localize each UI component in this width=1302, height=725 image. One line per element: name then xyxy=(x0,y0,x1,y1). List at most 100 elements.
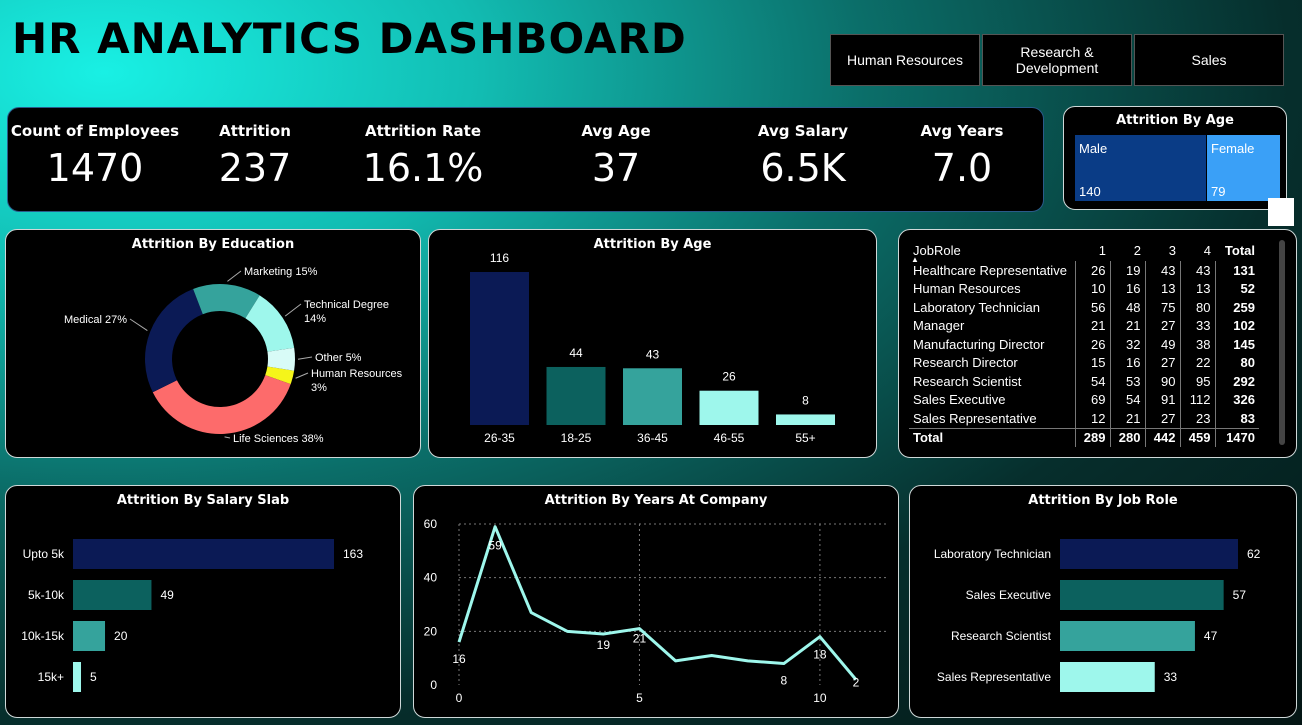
slicer-research-development[interactable]: Research & Development xyxy=(982,34,1132,86)
col-header-total[interactable]: Total xyxy=(1224,242,1255,258)
treemap-label: Male xyxy=(1079,141,1108,156)
total-label: Total xyxy=(909,427,1075,447)
y-tick-label: 0 xyxy=(430,678,437,692)
table-row[interactable]: Sales Representative 12 21 27 23 83 xyxy=(909,409,1259,428)
cell-value: 21 xyxy=(1109,409,1145,428)
line-point-label: 18 xyxy=(813,648,827,662)
table-row[interactable]: Sales Executive 69 54 91 112 326 xyxy=(909,390,1259,409)
age-bar-value: 43 xyxy=(646,347,660,361)
jobrole-panel: Attrition By Job Role Laboratory Technic… xyxy=(909,485,1297,718)
hbar-10k-15k xyxy=(73,621,106,651)
cell-value: 48 xyxy=(1109,298,1145,317)
treemap-tile-female[interactable]: Female 79 xyxy=(1207,135,1280,201)
hbar-research-scientist xyxy=(1060,621,1195,651)
age-bar-category: 46-55 xyxy=(714,431,745,445)
cell-value: 80 xyxy=(1214,353,1259,372)
kpi-count-employees: Count of Employees 1470 xyxy=(10,108,180,190)
total-value: 280 xyxy=(1109,427,1145,447)
years-panel: Attrition By Years At Company 0 20 40 60 0 5 1… xyxy=(413,485,899,718)
line-point-label: 21 xyxy=(633,632,647,646)
age-bar-46-55 xyxy=(699,390,759,425)
age-bar-26-35 xyxy=(470,272,529,425)
cell-value: 112 xyxy=(1179,390,1215,409)
age-bar-value: 44 xyxy=(569,346,583,360)
col-header-jobrole[interactable]: JobRole ▲ xyxy=(911,242,961,265)
table-row[interactable]: Research Director 15 16 27 22 80 xyxy=(909,353,1259,372)
kpi-value: 1470 xyxy=(46,146,144,190)
age-bar-chart: 116 26-35 44 18-25 43 36-45 26 46-55 8 55+ xyxy=(470,251,835,445)
cell-value: 95 xyxy=(1179,372,1215,391)
cell-value: 75 xyxy=(1144,298,1180,317)
age-bar-value: 116 xyxy=(490,251,509,265)
col-header-3[interactable]: 3 xyxy=(1168,242,1176,258)
donut-slice-life-sciences xyxy=(152,375,291,435)
kpi-label: Avg Salary xyxy=(757,122,849,140)
treemap-value: 79 xyxy=(1211,184,1226,199)
table-row[interactable]: Manufacturing Director 26 32 49 38 145 xyxy=(909,335,1259,354)
dashboard-title: HR ANALYTICS DASHBOARD xyxy=(12,14,687,63)
kpi-label: Attrition Rate xyxy=(364,122,482,140)
cell-value: 54 xyxy=(1074,372,1110,391)
col-header-2[interactable]: 2 xyxy=(1133,242,1141,258)
slicer-human-resources[interactable]: Human Resources xyxy=(830,34,980,86)
age-bar-36-45 xyxy=(623,368,682,425)
cell-value: 13 xyxy=(1179,279,1215,298)
leader-line xyxy=(129,318,148,332)
series-line xyxy=(457,525,858,681)
hbar-category: Sales Executive xyxy=(966,588,1052,602)
cell-value: 23 xyxy=(1179,409,1215,428)
donut-label-line: Life Sciences 38% xyxy=(233,433,324,445)
col-header-1[interactable]: 1 xyxy=(1098,242,1106,258)
kpi-value: 237 xyxy=(218,146,292,190)
scroll-handle[interactable] xyxy=(1268,198,1294,226)
line-point-label: 2 xyxy=(853,676,860,690)
hbar-value: 20 xyxy=(114,629,128,643)
sort-ascending-icon[interactable]: ▲ xyxy=(911,255,919,264)
treemap-value: 140 xyxy=(1079,184,1101,199)
age-bar-value: 8 xyxy=(802,393,809,407)
donut-label-line: Human Resources xyxy=(311,368,403,380)
cell-value: 10 xyxy=(1074,279,1110,298)
salary-bar-chart: Upto 5k 163 5k-10k 49 10k-15k 20 15k+ 5 xyxy=(21,539,363,692)
y-tick-label: 20 xyxy=(424,624,438,638)
panel-title: Attrition By Age xyxy=(593,237,712,252)
col-header-4[interactable]: 4 xyxy=(1203,242,1211,258)
hbar-value: 57 xyxy=(1233,588,1247,602)
kpi-avg-age: Avg Age 37 xyxy=(531,108,701,190)
leader-line xyxy=(227,270,242,282)
jobrole-matrix: JobRole ▲ 1 2 3 4 Total Healthcare Repre… xyxy=(909,239,1259,447)
table-row[interactable]: Laboratory Technician 56 48 75 80 259 xyxy=(909,298,1259,317)
cell-value: 56 xyxy=(1074,298,1110,317)
cell-value: 16 xyxy=(1109,353,1145,372)
scrollbar[interactable] xyxy=(1279,240,1285,445)
hbar-15k+ xyxy=(73,662,82,692)
cell-value: 27 xyxy=(1144,409,1180,428)
hbar-value: 5 xyxy=(90,670,97,684)
donut-label-line: Medical 27% xyxy=(64,314,127,326)
slicer-sales[interactable]: Sales xyxy=(1134,34,1284,86)
table-row[interactable]: Healthcare Representative 26 19 43 43 131 xyxy=(909,261,1259,280)
kpi-card: Count of Employees 1470 Attrition 237 At… xyxy=(7,107,1044,212)
cell-value: 80 xyxy=(1179,298,1215,317)
cell-value: 49 xyxy=(1144,335,1180,354)
table-row[interactable]: Human Resources 10 16 13 13 52 xyxy=(909,279,1259,298)
line-point-label: 19 xyxy=(597,638,611,652)
total-value: 459 xyxy=(1179,427,1215,447)
cell-value: 43 xyxy=(1144,261,1180,280)
cell-value: 21 xyxy=(1109,316,1145,335)
treemap-tile-male[interactable]: Male 140 xyxy=(1075,135,1206,201)
donut-label: Other 5% xyxy=(315,352,362,364)
table-row[interactable]: Manager 21 21 27 33 102 xyxy=(909,316,1259,335)
hbar-sales-executive xyxy=(1060,580,1224,610)
age-bar-category: 36-45 xyxy=(637,431,668,445)
hbar-value: 49 xyxy=(160,588,174,602)
donut-slice-marketing xyxy=(193,284,260,319)
row-jobrole: Laboratory Technician xyxy=(913,299,1040,315)
hbar-category: Laboratory Technician xyxy=(934,547,1051,561)
donut-label-line: Technical Degree xyxy=(304,299,389,311)
leader-line xyxy=(295,372,309,379)
donut-label-line: 3% xyxy=(311,382,327,394)
kpi-label: Attrition xyxy=(219,122,291,140)
cell-value: 54 xyxy=(1109,390,1145,409)
table-row[interactable]: Research Scientist 54 53 90 95 292 xyxy=(909,372,1259,391)
